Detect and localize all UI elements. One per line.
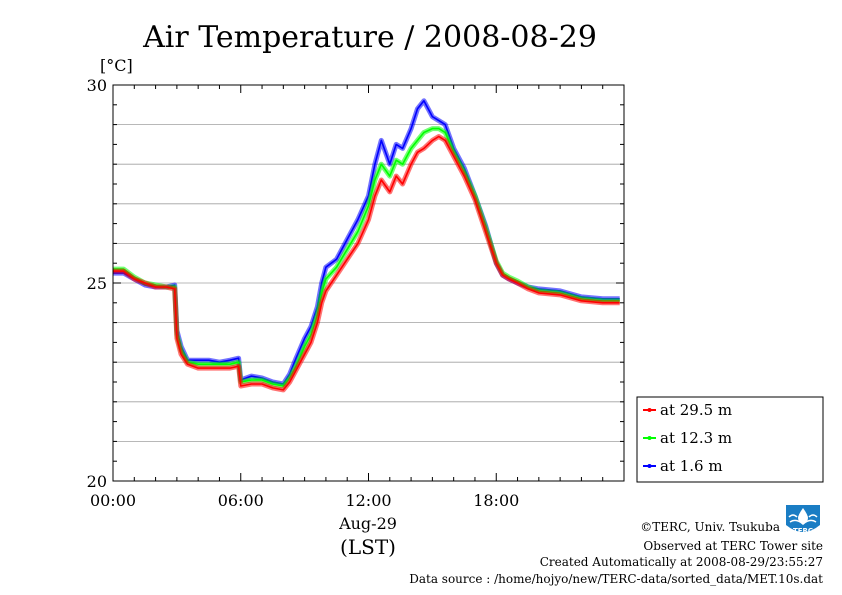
series-line-s1 — [113, 135, 620, 391]
series-band-s2 — [113, 126, 620, 389]
x-axis-label-date: Aug-29 — [338, 514, 397, 533]
terc-logo-text: TERC — [793, 527, 813, 535]
legend-box — [636, 396, 824, 483]
x-axis-label-timezone: (LST) — [340, 535, 396, 559]
series-line-s3 — [113, 100, 620, 385]
footer-observed: Observed at TERC Tower site — [643, 539, 823, 553]
x-tick-label: 00:00 — [90, 491, 136, 510]
legend-label-s1: at 29.5 m — [660, 401, 732, 419]
x-tick-label: 06:00 — [218, 491, 264, 510]
series-band-s3 — [113, 98, 620, 387]
grid-lines — [113, 124, 624, 442]
y-ticks: 20 25 30 — [87, 76, 624, 491]
legend-marker-s2 — [647, 436, 652, 440]
terc-logo-icon: TERC — [784, 503, 822, 539]
legend-label-s3: at 1.6 m — [660, 457, 723, 475]
x-tick-label: 18:00 — [473, 491, 519, 510]
x-ticks: 00:00 06:00 12:00 18:00 — [90, 85, 625, 510]
legend-marker-s3 — [647, 464, 652, 468]
series-line-s2 — [113, 127, 620, 387]
chart-title: Air Temperature / 2008-08-29 — [142, 20, 597, 55]
series-band-s1 — [113, 134, 620, 393]
y-tick-label: 20 — [87, 472, 107, 491]
series-group — [113, 98, 620, 393]
footer-copyright: ©TERC, Univ. Tsukuba — [640, 520, 780, 534]
y-tick-label: 30 — [87, 76, 107, 95]
legend-marker-s1 — [647, 408, 652, 412]
y-axis-label: [°C] — [100, 56, 133, 75]
legend-label-s2: at 12.3 m — [660, 429, 732, 447]
footer-created: Created Automatically at 2008-08-29/23:5… — [540, 555, 823, 569]
x-tick-label: 12:00 — [345, 491, 391, 510]
footer-source: Data source : /home/hojyo/new/TERC-data/… — [409, 572, 823, 586]
legend: at 29.5 m at 12.3 m at 1.6 m — [643, 401, 732, 475]
y-tick-label: 25 — [87, 274, 107, 293]
